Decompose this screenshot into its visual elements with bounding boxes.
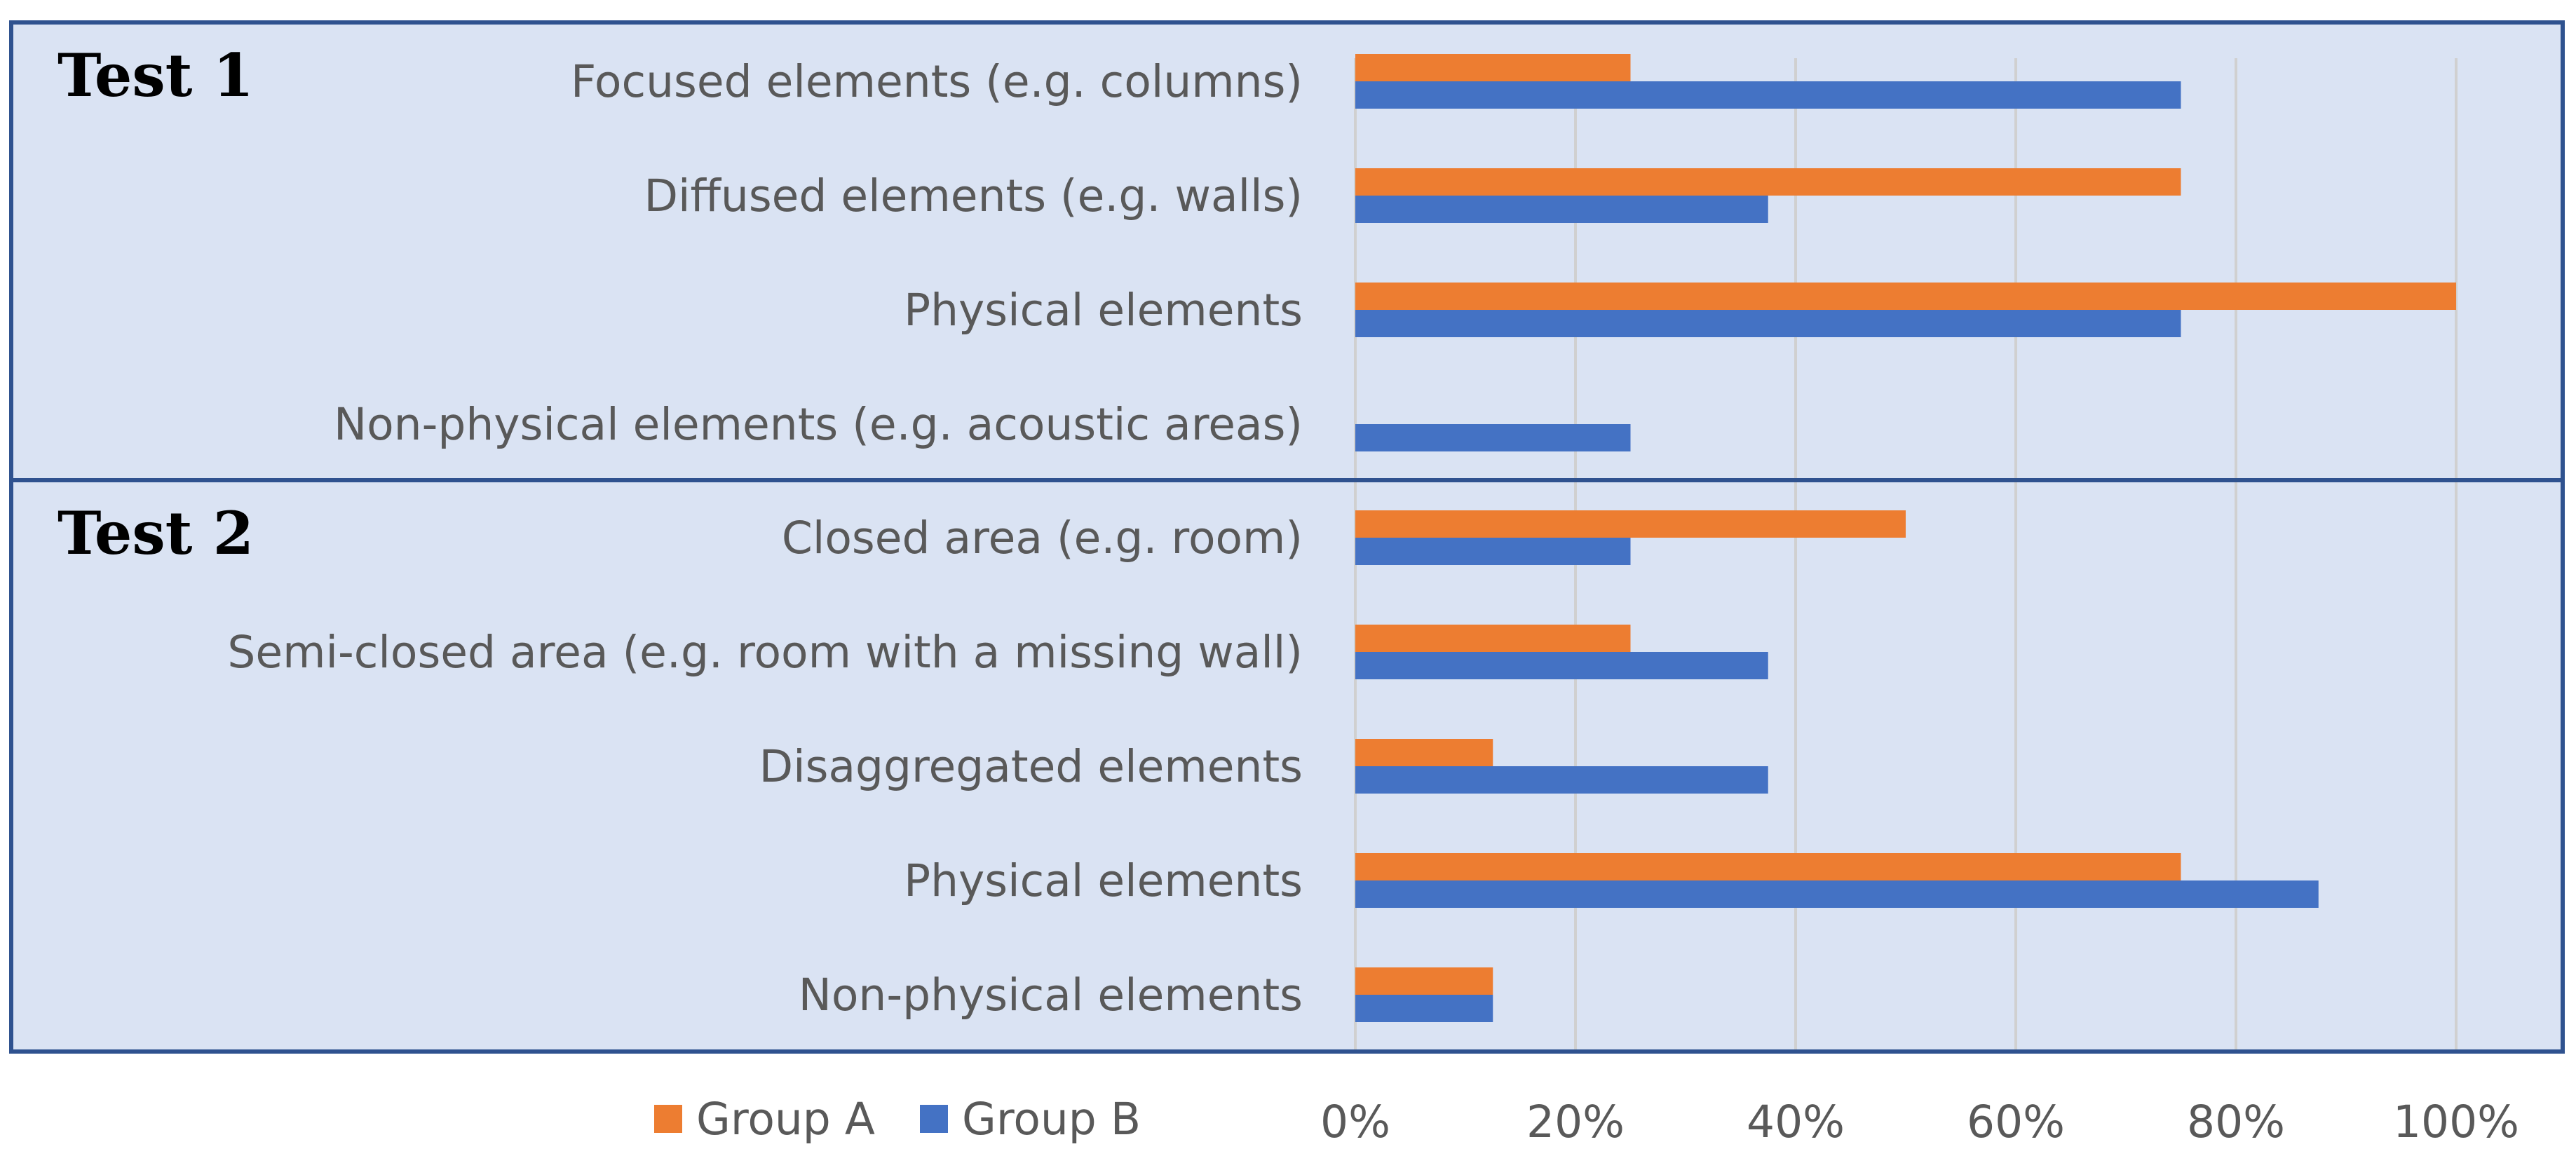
- category-label: Closed area (e.g. room): [782, 512, 1303, 564]
- bar-group-b-focused-elements-e-g-columns: [1355, 81, 2181, 109]
- category-label: Focused elements (e.g. columns): [571, 56, 1303, 107]
- panel-border-test-2: [9, 478, 2565, 1054]
- x-tick-label: 100%: [2393, 1096, 2519, 1148]
- bar-group-b-physical-elements: [1355, 880, 2319, 908]
- legend-label-group-b: Group B: [962, 1094, 1141, 1145]
- panel-test-2: [9, 478, 2565, 1054]
- bar-group-b-disaggregated-elements: [1355, 766, 1768, 794]
- bar-group-b-non-physical-elements-e-g-acoustic-areas: [1355, 424, 1631, 451]
- bar-group-a-non-physical-elements: [1355, 967, 1493, 995]
- bar-group-b-diffused-elements-e-g-walls: [1355, 196, 1768, 223]
- bar-group-b-physical-elements: [1355, 310, 2181, 337]
- bar-group-a-physical-elements: [1355, 283, 2456, 310]
- bar-group-a-diffused-elements-e-g-walls: [1355, 168, 2181, 196]
- x-tick-label: 80%: [2187, 1096, 2285, 1148]
- legend-label-group-a: Group A: [696, 1094, 875, 1145]
- bar-group-a-closed-area-e-g-room: [1355, 510, 1906, 538]
- bar-group-b-semi-closed-area-e-g-room-with-a-missing-wall: [1355, 652, 1768, 679]
- legend-swatch-group-a: [654, 1105, 682, 1133]
- category-labels: Test 1 Focused elements (e.g. columns) Dif…: [57, 41, 1303, 1021]
- bars: [9, 20, 2565, 1054]
- bar-group-b-non-physical-elements: [1355, 995, 1493, 1022]
- x-tick-label: 40%: [1747, 1096, 1845, 1148]
- category-label: Physical elements: [904, 855, 1303, 906]
- bar-group-b-closed-area-e-g-room: [1355, 538, 1631, 565]
- legend-swatch-group-b: [920, 1105, 948, 1133]
- bar-group-a-disaggregated-elements: [1355, 739, 1493, 766]
- category-label: Non-physical elements: [799, 970, 1303, 1021]
- category-label: Non-physical elements (e.g. acoustic are…: [334, 399, 1303, 450]
- panel-title-test-2: Test 2: [57, 498, 254, 568]
- x-tick-label: 60%: [1967, 1096, 2065, 1148]
- x-axis: 0% 20% 40% 60% 80% 100%: [1320, 1096, 2519, 1148]
- category-label: Physical elements: [904, 285, 1303, 336]
- bar-group-a-semi-closed-area-e-g-room-with-a-missing-wall: [1355, 625, 1631, 652]
- x-tick-label: 0%: [1320, 1096, 1390, 1148]
- panel-title-test-1: Test 1: [57, 41, 254, 110]
- category-label: Semi-closed area (e.g. room with a missi…: [227, 627, 1303, 678]
- bar-group-a-physical-elements: [1355, 853, 2181, 880]
- category-label: Diffused elements (e.g. walls): [644, 170, 1303, 222]
- category-label: Disaggregated elements: [759, 741, 1303, 792]
- legend: Group A Group B: [654, 1094, 1141, 1145]
- x-tick-label: 20%: [1526, 1096, 1625, 1148]
- bar-group-a-focused-elements-e-g-columns: [1355, 54, 1631, 81]
